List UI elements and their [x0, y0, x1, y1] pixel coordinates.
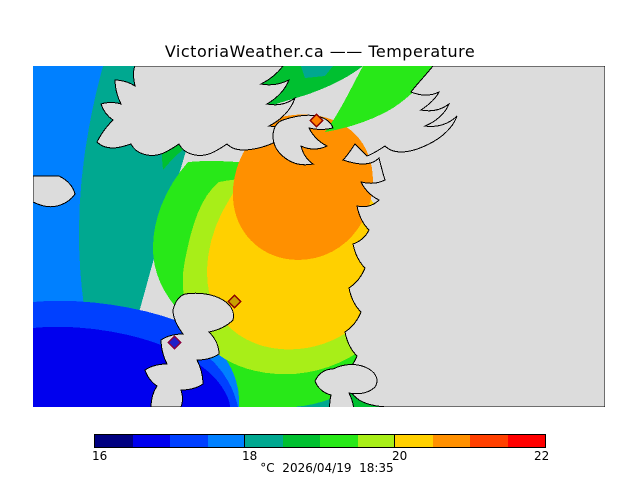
temperature-map[interactable] — [33, 66, 605, 407]
station-markers[interactable] — [167, 113, 324, 350]
colorbar-swatch-11 — [507, 435, 545, 447]
contour-band-00a890-top-notch — [301, 66, 333, 78]
colorbar-swatch-9 — [432, 435, 470, 447]
land-northwest-peninsula — [96, 66, 302, 156]
colorbar-swatches[interactable] — [94, 434, 546, 448]
page-title: VictoriaWeather.ca —— Temperature — [164, 42, 476, 61]
landmasses — [33, 66, 605, 407]
colorbar-swatch-5 — [282, 435, 320, 447]
colorbar-swatch-3 — [207, 435, 245, 447]
contour-band-ff9000-core — [232, 114, 373, 260]
colorbar-swatch-4 — [245, 435, 283, 447]
colorbar-ticklabel-22: 22 — [534, 449, 550, 463]
map-canvas — [33, 66, 605, 407]
colorbar[interactable]: 16 18 20 22 — [92, 434, 549, 463]
colorbar-swatch-8 — [395, 435, 433, 447]
colorbar-tick-18 — [244, 434, 245, 448]
colorbar-ticklabel-18: 18 — [242, 449, 258, 463]
colorbar-swatch-2 — [170, 435, 208, 447]
colorbar-tick-20 — [394, 434, 395, 448]
station-marker-inlet[interactable] — [227, 294, 242, 309]
station-marker-central[interactable] — [309, 113, 324, 128]
colorbar-ticklabel-20: 20 — [392, 449, 408, 463]
colorbar-swatch-1 — [132, 435, 170, 447]
colorbar-swatch-10 — [470, 435, 508, 447]
land-south-island — [314, 364, 378, 407]
land-mainland-east — [340, 66, 605, 407]
colorbar-swatch-7 — [357, 435, 395, 447]
station-marker-southwest-water[interactable] — [167, 335, 182, 350]
land-west-island — [33, 175, 76, 208]
colorbar-caption: °C 2026/04/19 18:35 — [260, 461, 394, 475]
land-central-strip — [272, 114, 334, 166]
contour-band-28e818-north — [325, 66, 433, 132]
colorbar-swatch-6 — [320, 435, 358, 447]
colorbar-ticklabel-16: 16 — [92, 449, 108, 463]
colorbar-swatch-0 — [95, 435, 133, 447]
land-southwest-peninsula — [144, 292, 234, 407]
